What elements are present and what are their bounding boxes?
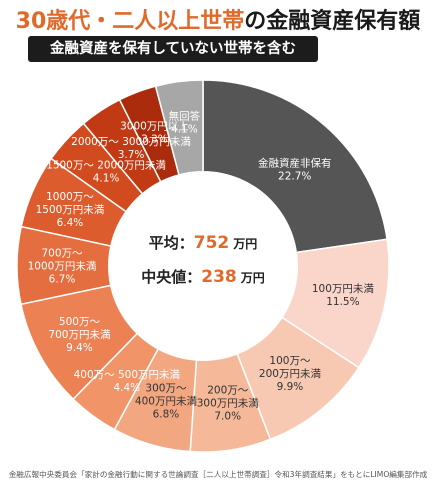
subtitle-badge: 金融資産を保有していない世帯を含む [28, 36, 318, 62]
slice-labels: 金融資産非保有 22.7% 100万円未満 11.5% 100万〜 200万円未満 9.9%… [28, 110, 375, 423]
chart-title-rest: の金融資産保有額 [244, 9, 421, 34]
slice-value-12: 4.1% [171, 124, 198, 136]
slice-label-line-12-0: 無回答 [169, 110, 201, 123]
slice-value-7: 6.7% [49, 274, 76, 286]
slice-label-11: 3000万円以上 3.3% [120, 121, 189, 146]
slice-label-line-7-1: 1000万円未満 [28, 261, 97, 273]
slice-label-6: 500万〜 700万円未満 9.4% [48, 316, 111, 354]
slice-label-line-6-0: 500万〜 [59, 316, 101, 328]
slice-label-line-5-0: 400万〜 500万円未満 [74, 369, 181, 381]
slice-label-7: 700万〜 1000万円未満 6.7% [28, 248, 97, 286]
slice-label-line-9-0: 1500万〜 2000万円未満 [46, 160, 166, 172]
slice-label-line-0-0: 金融資産非保有 [258, 157, 332, 170]
slice-label-line-8-0: 1000万〜 [46, 191, 94, 203]
slice-label-line-4-1: 400万円未満 [135, 395, 198, 407]
slice-value-5: 4.4% [113, 382, 140, 394]
slice-label-line-11-0: 3000万円以上 [120, 121, 189, 133]
slice-label-12: 無回答 4.1% [169, 110, 201, 136]
center-summary: 平均：752 万円 中央値：238 万円 [141, 233, 265, 287]
slice-value-11: 3.3% [141, 134, 168, 146]
slice-label-10: 2000万〜 3000万円未満 3.7% [71, 136, 191, 161]
slice-label-4: 300万〜 400万円未満 6.8% [135, 382, 198, 420]
slice-label-9: 1500万〜 2000万円未満 4.1% [46, 160, 166, 185]
slice-value-4: 6.8% [153, 408, 180, 420]
slice-label-8: 1000万〜 1500万円未満 6.4% [36, 191, 105, 229]
slice-label-line-10-0: 2000万〜 3000万円未満 [71, 136, 191, 148]
slice-value-3: 7.0% [214, 410, 241, 422]
slice-label-line-3-1: 300万円未満 [197, 397, 260, 409]
donut-hole [108, 171, 298, 361]
slice-label-2: 100万〜 200万円未満 9.9% [259, 355, 322, 393]
source-footnote: 金融広報中央委員会「家計の金融行動に関する世論調査［二人以上世帯調査］令和3年調… [8, 470, 428, 479]
chart-title: 30歳代・二人以上世帯の金融資産保有額 [0, 3, 436, 35]
chart-subtitle: 金融資産を保有していない世帯を含む [49, 41, 297, 57]
median-line: 中央値：238 万円 [141, 267, 265, 287]
median-value: 238 [201, 267, 237, 287]
slice-value-0: 22.7% [278, 171, 311, 183]
slice-value-9: 4.1% [93, 173, 120, 185]
slice-value-10: 3.7% [118, 149, 145, 161]
average-label: 平均： [149, 234, 194, 252]
slice-label-line-4-0: 300万〜 [145, 382, 187, 394]
slice-label-line-8-1: 1500万円未満 [36, 204, 105, 216]
average-value: 752 [194, 233, 230, 253]
slice-label-1: 100万円未満 11.5% [312, 283, 375, 308]
slice-label-line-6-1: 700万円未満 [48, 329, 111, 341]
slice-label-3: 200万〜 300万円未満 7.0% [197, 384, 260, 422]
slice-value-2: 9.9% [277, 381, 304, 393]
slice-label-line-7-0: 700万〜 [41, 248, 83, 260]
slice-label-line-3-0: 200万〜 [207, 384, 249, 396]
slice-label-5: 400万〜 500万円未満 4.4% [74, 369, 181, 394]
slice-label-line-1-0: 100万円未満 [312, 283, 375, 295]
median-unit: 万円 [240, 271, 265, 285]
slice-value-6: 9.4% [66, 342, 93, 354]
average-unit: 万円 [232, 237, 257, 251]
slice-value-1: 11.5% [326, 296, 359, 308]
average-line: 平均：752 万円 [149, 233, 258, 253]
slice-label-0: 金融資産非保有 22.7% [258, 157, 332, 183]
median-label: 中央値： [141, 268, 201, 286]
slice-value-8: 6.4% [57, 217, 84, 229]
chart-title-accent: 30歳代・二人以上世帯 [15, 9, 245, 34]
slice-label-line-2-0: 100万〜 [269, 355, 311, 367]
slice-label-line-2-1: 200万円未満 [259, 368, 322, 380]
